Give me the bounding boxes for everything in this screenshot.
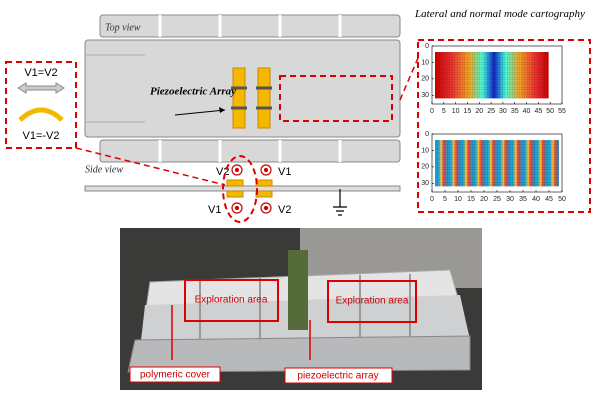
x-tick-label: 45 xyxy=(534,108,542,115)
side-view-label: Side view xyxy=(85,164,123,175)
x-tick-label: 55 xyxy=(558,108,566,115)
x-tick-label: 20 xyxy=(480,196,488,203)
electrode-label: V1 xyxy=(278,166,291,178)
heatmap-grid xyxy=(435,140,559,186)
x-tick-label: 30 xyxy=(506,196,514,203)
side-piezo xyxy=(256,180,272,186)
y-tick-label: 30 xyxy=(421,180,429,187)
cartography-title: Lateral and normal mode cartography xyxy=(414,8,585,20)
x-tick-label: 25 xyxy=(487,108,495,115)
y-tick-label: 10 xyxy=(421,147,429,154)
mode-label: V1=-V2 xyxy=(23,130,60,142)
side-piezo xyxy=(227,180,243,186)
y-tick-label: 20 xyxy=(421,164,429,171)
area-label: Exploration area xyxy=(336,296,409,307)
x-tick-label: 10 xyxy=(452,108,460,115)
y-tick-label: 30 xyxy=(421,92,429,99)
x-tick-label: 20 xyxy=(475,108,483,115)
mode-icon xyxy=(18,83,64,93)
figure: Top view Piezoelectric Array Side view V… xyxy=(0,0,596,405)
x-tick-label: 5 xyxy=(442,108,446,115)
area-label: Exploration area xyxy=(195,295,268,306)
x-tick-label: 15 xyxy=(464,108,472,115)
x-tick-label: 40 xyxy=(532,196,540,203)
x-tick-label: 50 xyxy=(546,108,554,115)
x-tick-label: 0 xyxy=(430,196,434,203)
mode-label: V1=V2 xyxy=(24,67,57,79)
zoom-line xyxy=(400,58,418,100)
x-tick-label: 35 xyxy=(511,108,519,115)
y-tick-label: 20 xyxy=(421,76,429,83)
y-tick-label: 10 xyxy=(421,59,429,66)
side-piezo xyxy=(227,191,243,197)
x-tick-label: 15 xyxy=(467,196,475,203)
photo xyxy=(120,228,482,390)
photo-array-label: piezoelectric array xyxy=(297,371,378,382)
electrode-label: V1 xyxy=(208,204,221,216)
x-tick-label: 5 xyxy=(443,196,447,203)
y-tick-label: 0 xyxy=(425,43,429,50)
page: {"top_view": {"label": "Top view", "arra… xyxy=(0,0,596,405)
cartography-title-text: Lateral and normal mode cartography xyxy=(414,8,585,20)
x-tick-label: 25 xyxy=(493,196,501,203)
side-piezo xyxy=(256,191,272,197)
electrode-label: V2 xyxy=(278,204,291,216)
x-tick-label: 40 xyxy=(523,108,531,115)
side-plate xyxy=(85,186,400,191)
mode-icon xyxy=(20,110,62,120)
x-tick-label: 45 xyxy=(545,196,553,203)
x-tick-label: 50 xyxy=(558,196,566,203)
y-tick-label: 0 xyxy=(425,131,429,138)
cover-label: polymeric cover xyxy=(140,370,211,381)
x-tick-label: 35 xyxy=(519,196,527,203)
top-view-label: Top view xyxy=(105,22,141,33)
x-tick-label: 30 xyxy=(499,108,507,115)
x-tick-label: 0 xyxy=(430,108,434,115)
ground xyxy=(333,189,347,215)
array-label: Piezoelectric Array xyxy=(150,86,236,98)
heatmap-grid xyxy=(435,52,549,98)
x-tick-label: 10 xyxy=(454,196,462,203)
